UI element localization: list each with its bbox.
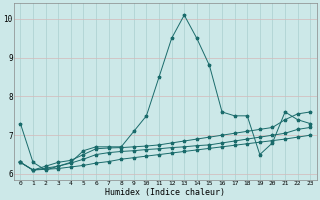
X-axis label: Humidex (Indice chaleur): Humidex (Indice chaleur) bbox=[105, 188, 225, 197]
